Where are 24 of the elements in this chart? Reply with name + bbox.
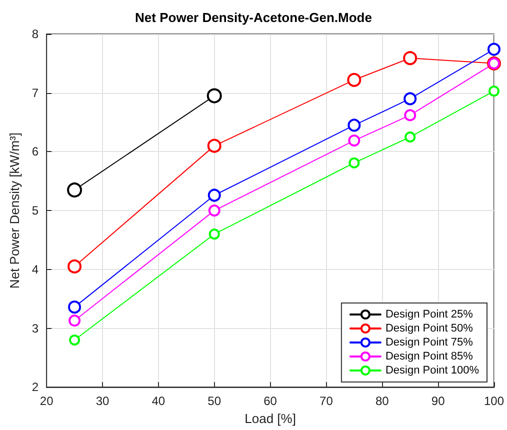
- x-axis-title: Load [%]: [244, 411, 296, 426]
- y-tick-label: 2: [32, 380, 39, 394]
- x-tick-label: 30: [96, 394, 110, 408]
- y-tick-label: 8: [32, 27, 39, 41]
- y-axis-title: Net Power Density [kW/m³]: [7, 132, 22, 289]
- x-tick-label: 80: [375, 394, 390, 408]
- y-tick-label: 3: [32, 321, 39, 336]
- y-tick-label: 7: [32, 86, 39, 100]
- x-tick-label: 60: [264, 394, 278, 408]
- x-tick-label: 70: [320, 394, 334, 408]
- x-tick-label: 90: [431, 394, 446, 408]
- y-tick-label: 4: [32, 262, 39, 276]
- chart-title: Net Power Density-Acetone-Gen.Mode: [135, 10, 372, 25]
- legend-label: Design Point 100%: [385, 364, 480, 376]
- legend-label: Design Point 75%: [385, 336, 474, 348]
- x-tick-label: 50: [208, 394, 222, 408]
- x-tick-label: 100: [484, 394, 504, 408]
- x-tick-label: 40: [152, 394, 166, 408]
- y-tick-label: 5: [32, 204, 39, 218]
- legend-label: Design Point 85%: [385, 350, 474, 362]
- legend-label: Design Point 50%: [385, 322, 474, 334]
- y-tick-label: 6: [32, 144, 39, 159]
- legend-label: Design Point 25%: [385, 308, 474, 320]
- x-tick-label: 20: [40, 394, 54, 408]
